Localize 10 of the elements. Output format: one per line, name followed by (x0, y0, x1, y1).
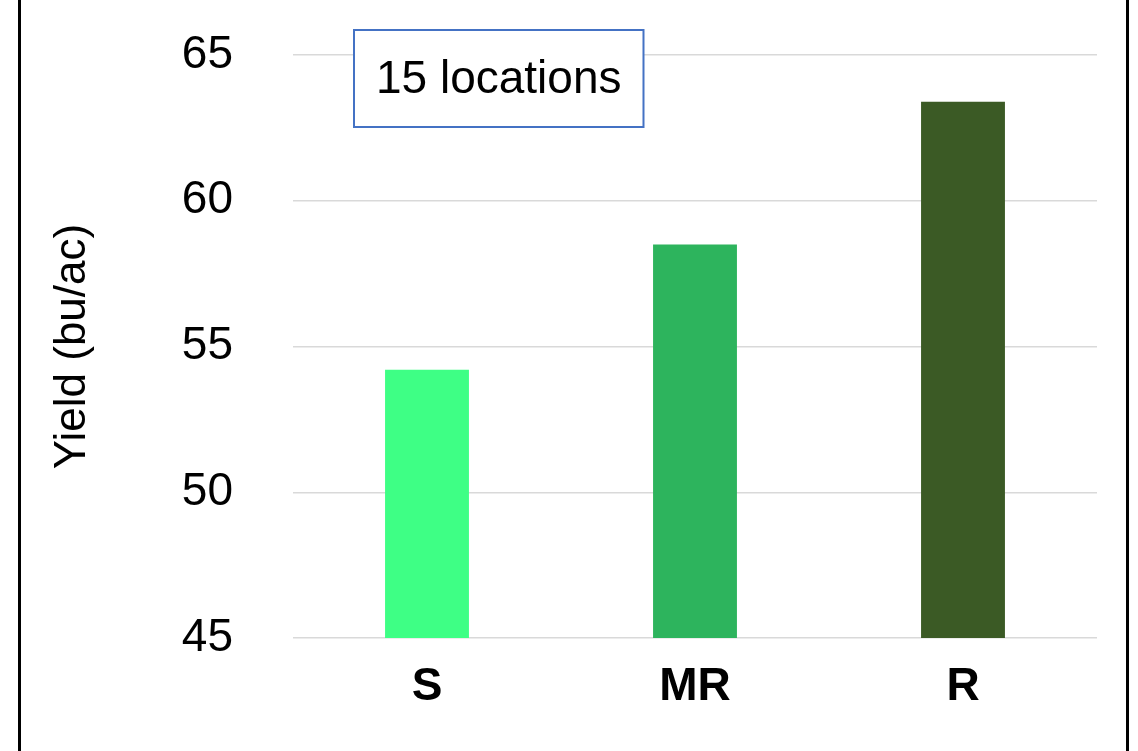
x-tick-label: MR (659, 658, 731, 711)
y-tick-label: 50 (181, 462, 233, 515)
annotation: 15 locations (376, 51, 622, 104)
y-axis-title: Yield (bu/ac) (44, 223, 94, 470)
y-tick-label: 60 (181, 171, 233, 224)
x-tick-label: S (411, 658, 443, 711)
x-tick-label: R (946, 658, 980, 711)
y-tick-label: 45 (181, 608, 233, 661)
y-tick-label: 55 (181, 317, 233, 370)
y-tick-label: 65 (181, 25, 233, 78)
